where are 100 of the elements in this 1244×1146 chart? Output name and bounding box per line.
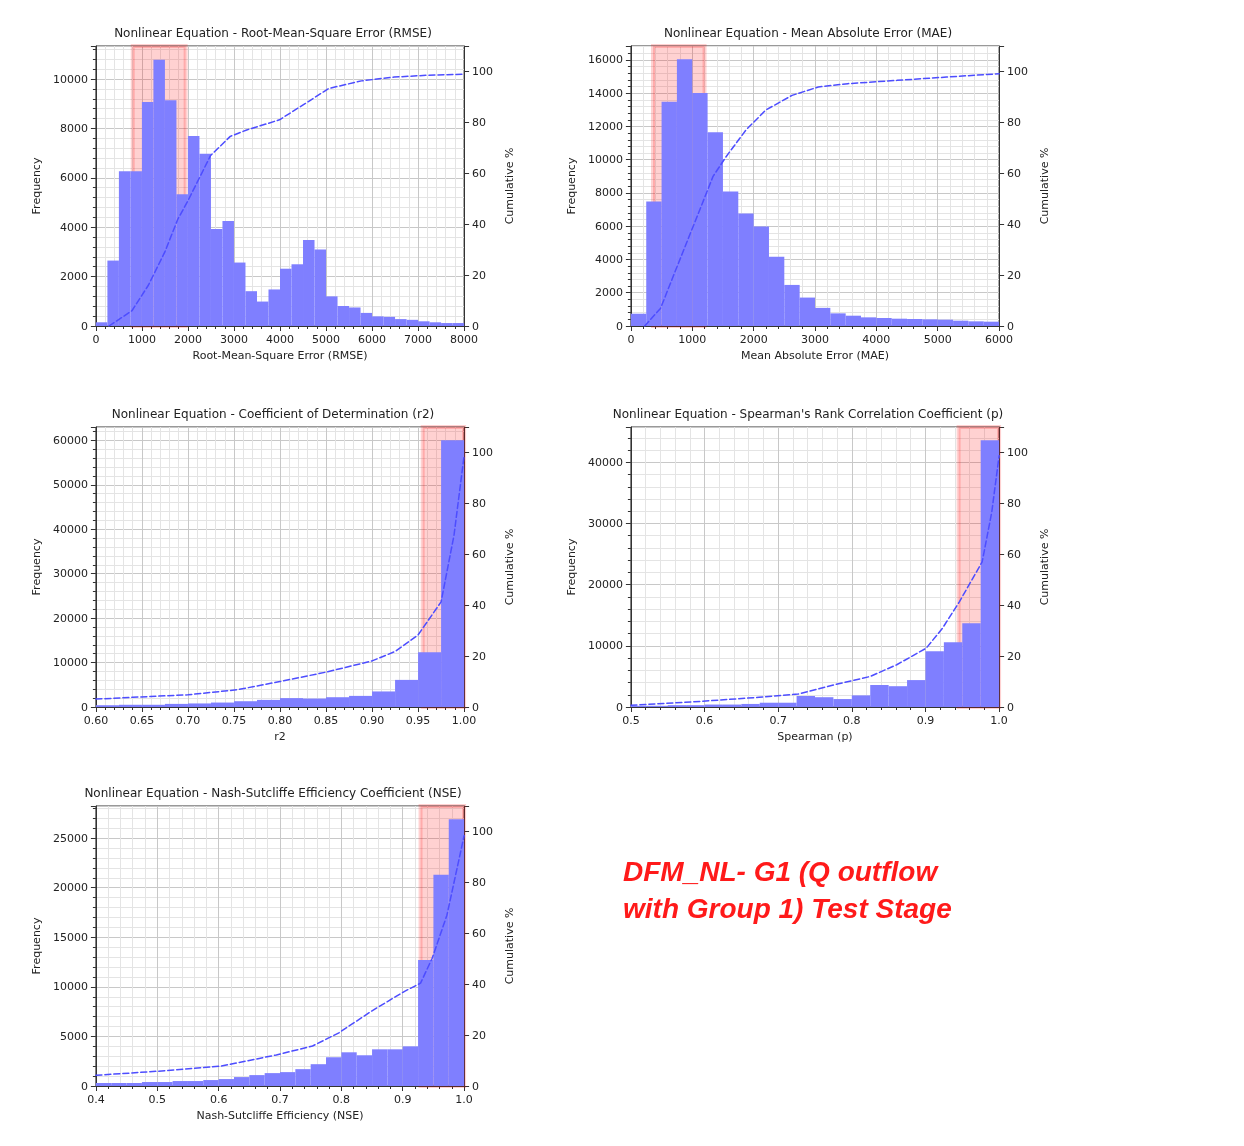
y2-tick-label: 0	[472, 319, 480, 333]
x-tick-label: 0.90	[359, 714, 385, 727]
x-tick-label: 1.0	[990, 714, 1008, 727]
y2-tick-label: 60	[472, 926, 487, 940]
x-axis-title: r2	[274, 729, 286, 743]
y2-tick-label: 60	[472, 166, 487, 180]
y2-axis-title: Cumulative %	[1038, 528, 1051, 606]
y2-tick-label: 80	[472, 496, 487, 510]
y2-tick-label: 80	[1007, 496, 1022, 510]
chart-title: Nonlinear Equation - Coefficient of Determination (r2)	[111, 407, 435, 421]
y2-tick-label: 20	[1007, 268, 1022, 282]
x-tick-label: 0.5	[622, 714, 640, 727]
x-tick-label: 0.70	[175, 714, 201, 727]
y2-tick-label: 100	[1007, 445, 1029, 459]
x-tick-label: 0.85	[313, 714, 339, 727]
y-tick-label: 0	[80, 319, 88, 333]
y-tick-label: 30000	[587, 517, 623, 531]
x-tick-label: 5000	[923, 333, 952, 346]
y-tick-label: 2000	[59, 270, 88, 284]
y2-tick-label: 80	[472, 875, 487, 889]
y2-tick-label: 100	[1007, 64, 1029, 78]
x-tick-label: 0.4	[87, 1093, 105, 1106]
x-axis-title: Spearman (p)	[777, 729, 853, 743]
x-tick-label: 6000	[358, 333, 387, 346]
x-tick-label: 3000	[801, 333, 829, 346]
chart-title: Nonlinear Equation - Mean Absolute Error (MAE)	[663, 26, 953, 40]
x-tick-label: 1000	[127, 333, 156, 346]
y-tick-label: 40000	[52, 522, 88, 536]
y-tick-label: 20000	[52, 881, 88, 895]
x-tick-label: 0.5	[148, 1093, 167, 1106]
x-tick-label: 4000	[266, 333, 294, 346]
x-tick-label: 0.7	[769, 714, 787, 727]
y2-tick-label: 100	[472, 445, 494, 459]
x-tick-label: 0	[92, 333, 100, 346]
y2-tick-label: 40	[472, 217, 487, 231]
y-tick-label: 4000	[59, 220, 88, 234]
y-tick-label: 0	[80, 700, 88, 714]
y-axis-title: Frequency	[30, 538, 43, 596]
y-tick-label: 20000	[52, 611, 88, 625]
x-tick-label: 0.8	[843, 714, 861, 727]
x-tick-label: 0.8	[332, 1093, 351, 1106]
chart-title: Nonlinear Equation - Spearman's Rank Correlation Coefficient (p)	[612, 407, 1004, 421]
y-axis-title: Frequency	[30, 917, 43, 975]
x-axis-title: Root-Mean-Square Error (RMSE)	[192, 348, 368, 362]
x-tick-label: 4000	[862, 333, 891, 346]
y2-tick-label: 20	[472, 268, 487, 282]
y-tick-label: 2000	[594, 286, 623, 300]
y-tick-label: 40000	[587, 455, 623, 469]
y2-tick-label: 20	[472, 649, 487, 663]
y-tick-label: 6000	[59, 171, 88, 185]
y2-tick-label: 20	[472, 1028, 487, 1042]
x-tick-label: 8000	[450, 333, 479, 346]
y-tick-label: 15000	[52, 930, 88, 944]
y2-tick-label: 100	[472, 824, 494, 838]
y2-axis-title: Cumulative %	[503, 528, 516, 606]
y-tick-label: 6000	[594, 219, 623, 233]
y2-axis-title: Cumulative %	[503, 147, 516, 225]
y2-tick-label: 0	[1007, 319, 1015, 333]
y2-axis-title: Cumulative %	[1038, 147, 1051, 225]
y-tick-label: 10000	[52, 980, 88, 994]
x-tick-label: 0.80	[267, 714, 293, 727]
y-tick-label: 12000	[587, 119, 623, 133]
x-tick-label: 0.6	[695, 714, 714, 727]
y-tick-label: 16000	[587, 53, 623, 67]
x-tick-label: 0.60	[83, 714, 109, 727]
y-tick-label: 10000	[52, 72, 88, 86]
y2-tick-label: 40	[1007, 217, 1022, 231]
x-tick-label: 1.0	[455, 1093, 473, 1106]
y2-tick-label: 80	[472, 115, 487, 129]
y2-tick-label: 0	[472, 1079, 480, 1093]
x-tick-label: 0.65	[129, 714, 155, 727]
y2-tick-label: 80	[1007, 115, 1022, 129]
y-axis-title: Frequency	[30, 157, 43, 215]
y-tick-label: 0	[80, 1079, 88, 1093]
x-tick-label: 0	[627, 333, 635, 346]
y-tick-label: 10000	[52, 656, 88, 670]
x-tick-label: 2000	[173, 333, 202, 346]
y2-axis-title: Cumulative %	[503, 907, 516, 985]
y-tick-label: 20000	[587, 578, 623, 592]
y2-tick-label: 40	[472, 977, 487, 991]
chart-title: Nonlinear Equation - Root-Mean-Square Error (RMSE)	[114, 26, 432, 40]
chart-title: Nonlinear Equation - Nash-Sutcliffe Efficiency Coefficient (NSE)	[84, 786, 462, 800]
x-tick-label: 0.6	[209, 1093, 228, 1106]
x-tick-label: 7000	[404, 333, 433, 346]
x-tick-label: 0.9	[916, 714, 935, 727]
y2-tick-label: 60	[1007, 166, 1022, 180]
y2-tick-label: 40	[472, 598, 487, 612]
y-tick-label: 8000	[594, 186, 623, 200]
y2-tick-label: 100	[472, 64, 494, 78]
y-tick-label: 4000	[594, 252, 623, 266]
x-tick-label: 0.9	[393, 1093, 412, 1106]
text: DFM_NL- G1 (Q outflow with Group 1) Test Stage	[623, 855, 953, 926]
y-tick-label: 60000	[52, 433, 88, 447]
y-tick-label: 30000	[52, 567, 88, 581]
x-tick-label: 0.75	[221, 714, 247, 727]
x-tick-label: 6000	[985, 333, 1014, 346]
x-tick-label: 0.7	[271, 1093, 289, 1106]
y2-tick-label: 20	[1007, 649, 1022, 663]
x-tick-label: 3000	[219, 333, 248, 346]
x-tick-label: 0.95	[405, 714, 431, 727]
